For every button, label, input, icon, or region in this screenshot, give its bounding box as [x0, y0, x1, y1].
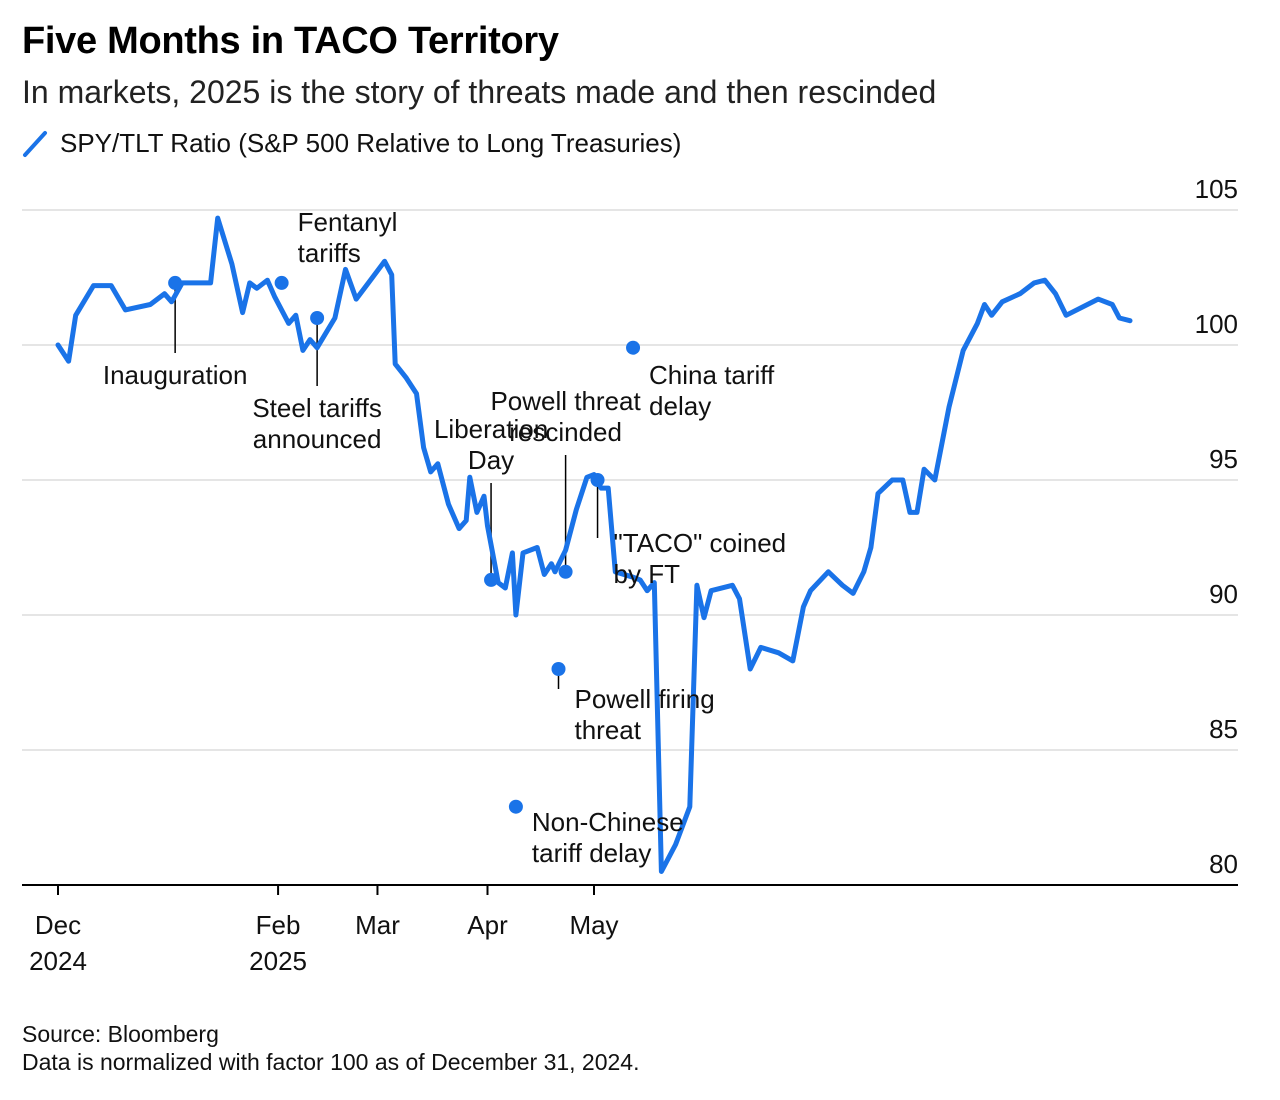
annotation-label: Steel tariffs — [252, 393, 382, 423]
source-line: Source: Bloomberg — [22, 1021, 219, 1047]
y-tick-label: 90 — [1209, 579, 1238, 609]
annotation-label: announced — [253, 424, 382, 454]
source-note: Source: Bloomberg Data is normalized wit… — [22, 1020, 640, 1076]
annotation-label: Day — [468, 445, 514, 475]
chart-title: Five Months in TACO Territory — [22, 20, 559, 62]
annotation-label: "TACO" coined — [614, 528, 787, 558]
x-tick-label: May — [569, 910, 618, 940]
y-tick-label: 80 — [1209, 849, 1238, 879]
annotation-label: by FT — [614, 559, 681, 589]
annotation-dot — [590, 473, 605, 487]
y-tick-label: 95 — [1209, 444, 1238, 474]
y-tick-label: 85 — [1209, 714, 1238, 744]
x-tick-year-label: 2024 — [29, 946, 87, 976]
annotation-label: delay — [649, 391, 711, 421]
annotation-dot — [558, 564, 573, 579]
chart-subtitle: In markets, 2025 is the story of threats… — [22, 74, 937, 110]
x-tick-label: Dec — [35, 910, 81, 940]
annotation-label: Powell firing — [575, 684, 715, 714]
annotation-label: Inauguration — [103, 360, 248, 390]
x-tick-year-label: 2025 — [249, 946, 307, 976]
annotation-dot — [508, 799, 523, 814]
line-chart: 80 85 90 95 100 105 Dec 2024 Feb 2025 Mar Apr May Ina… — [22, 174, 1238, 976]
annotation-label: Powell threat — [490, 386, 641, 416]
annotation-dot — [274, 275, 289, 290]
annotation-label: tariffs — [298, 238, 361, 268]
y-tick-label: 105 — [1195, 174, 1238, 204]
legend-line-icon — [23, 130, 47, 157]
annotation-dot — [168, 275, 183, 290]
y-tick-label: 100 — [1195, 309, 1238, 339]
annotation-dot — [310, 311, 325, 325]
x-tick-label: Mar — [355, 910, 400, 940]
annotation-dot — [626, 340, 641, 355]
annotation-label: Fentanyl — [298, 207, 398, 237]
legend-label: SPY/TLT Ratio (S&P 500 Relative to Long … — [60, 128, 682, 158]
annotation-label: Non-Chinese — [532, 807, 684, 837]
annotation-dot — [551, 662, 566, 676]
x-tick-label: Feb — [256, 910, 301, 940]
annotation-label: China tariff — [649, 360, 775, 390]
normalization-note: Data is normalized with factor 100 as of… — [22, 1049, 640, 1075]
annotation-label: threat — [575, 715, 642, 745]
annotation-label: rescinded — [509, 417, 622, 447]
annotation-label: Liberation — [434, 414, 548, 444]
legend: SPY/TLT Ratio (S&P 500 Relative to Long … — [22, 128, 681, 159]
series-line-spy-tlt — [55, 215, 1133, 874]
annotation-label: tariff delay — [532, 838, 651, 868]
x-tick-label: Apr — [467, 910, 508, 940]
annotation-dot — [484, 572, 499, 587]
